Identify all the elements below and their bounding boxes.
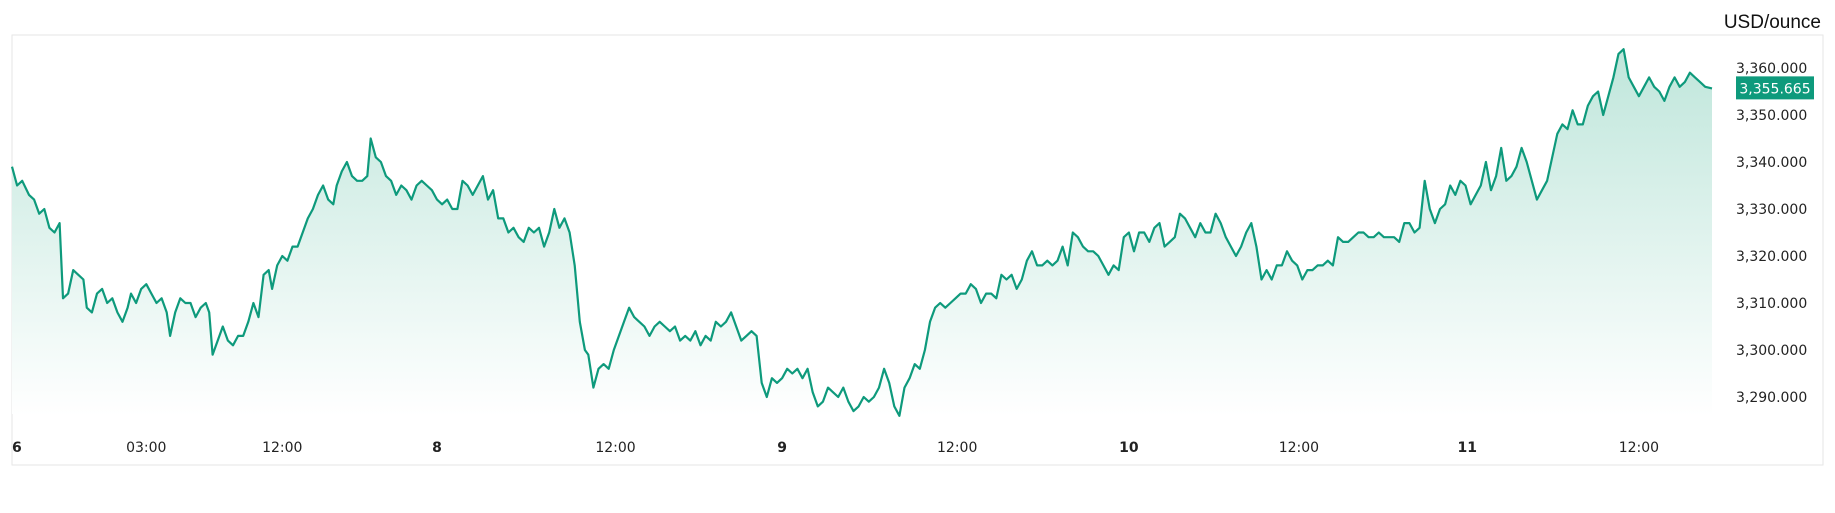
x-tick-label: 12:00 (937, 440, 977, 456)
x-tick-label: 12:00 (1279, 440, 1319, 456)
x-tick-label: 6 (12, 440, 22, 456)
x-tick-label: 10 (1119, 440, 1139, 456)
y-tick-label: 3,340.000 (1736, 155, 1807, 171)
x-tick-label: 12:00 (1619, 440, 1659, 456)
y-axis: 3,290.000 3,300.000 3,310.000 3,320.000 3,33… (1736, 61, 1807, 406)
plot-area (10, 48, 1713, 417)
x-tick-label: 12:00 (262, 440, 302, 456)
current-price-label: 3,355.665 (1739, 81, 1810, 97)
x-tick-label: 9 (777, 440, 787, 456)
y-tick-label: 3,350.000 (1736, 108, 1807, 124)
x-tick-label: 03:00 (126, 440, 166, 456)
y-tick-label: 3,330.000 (1736, 202, 1807, 218)
y-tick-label: 3,290.000 (1736, 390, 1807, 406)
unit-label: USD/ounce (1723, 12, 1821, 33)
y-tick-label: 3,310.000 (1736, 296, 1807, 312)
price-line[interactable] (10, 48, 1713, 417)
y-tick-label: 3,320.000 (1736, 249, 1807, 265)
x-tick-label: 11 (1457, 440, 1476, 456)
current-price-tag: 3,355.665 (1736, 76, 1814, 100)
y-tick-label: 3,300.000 (1736, 343, 1807, 359)
x-axis: 6 03:00 12:00 8 12:00 9 12:00 10 12:00 11 12:00 (12, 440, 1659, 456)
current-price-tag-bg (1736, 76, 1814, 100)
x-tick-label: 8 (432, 440, 442, 456)
x-tick-label: 12:00 (595, 440, 635, 456)
price-area-fill (12, 49, 1712, 416)
y-tick-label: 3,360.000 (1736, 61, 1807, 77)
